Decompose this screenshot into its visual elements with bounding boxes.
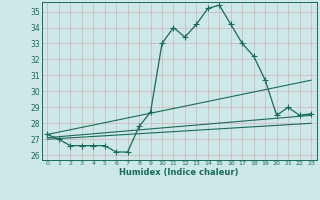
X-axis label: Humidex (Indice chaleur): Humidex (Indice chaleur): [119, 168, 239, 177]
